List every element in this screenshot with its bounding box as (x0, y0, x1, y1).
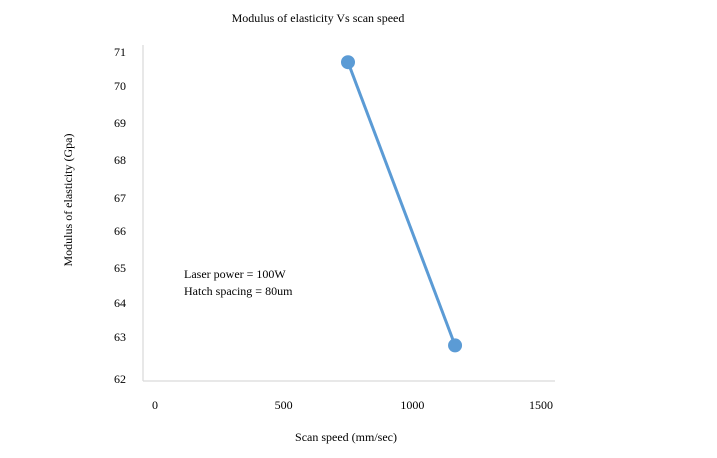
x-tick-label: 0 (152, 398, 158, 412)
y-tick-label: 68 (114, 153, 126, 167)
x-tick-label: 1500 (529, 398, 553, 412)
y-tick-label: 66 (114, 224, 126, 238)
series-line (346, 61, 457, 346)
y-axis-label: Modulus of elasticity (Gpa) (61, 134, 75, 267)
data-point (341, 55, 355, 70)
x-axis-label: Scan speed (mm/sec) (295, 430, 397, 444)
chart-title: Modulus of elasticity Vs scan speed (232, 11, 405, 25)
y-tick-label: 71 (114, 45, 126, 59)
y-tick-label: 63 (114, 330, 126, 344)
y-tick-label: 64 (114, 296, 126, 310)
annotation-laser-power: Laser power = 100W (184, 267, 286, 281)
series-layer (341, 55, 463, 353)
y-tick-label: 69 (114, 116, 126, 130)
annotation-hatch-spacing: Hatch spacing = 80um (184, 284, 293, 298)
x-tick-labels: 0 500 1000 1500 (152, 398, 553, 412)
y-tick-label: 62 (114, 372, 126, 386)
x-tick-label: 1000 (400, 398, 424, 412)
y-tick-label: 65 (114, 261, 126, 275)
data-point (448, 338, 463, 353)
y-tick-labels: 62 63 64 65 66 67 68 69 70 71 (114, 45, 126, 386)
y-tick-label: 67 (114, 191, 126, 205)
x-tick-label: 500 (275, 398, 293, 412)
y-tick-label: 70 (114, 79, 126, 93)
